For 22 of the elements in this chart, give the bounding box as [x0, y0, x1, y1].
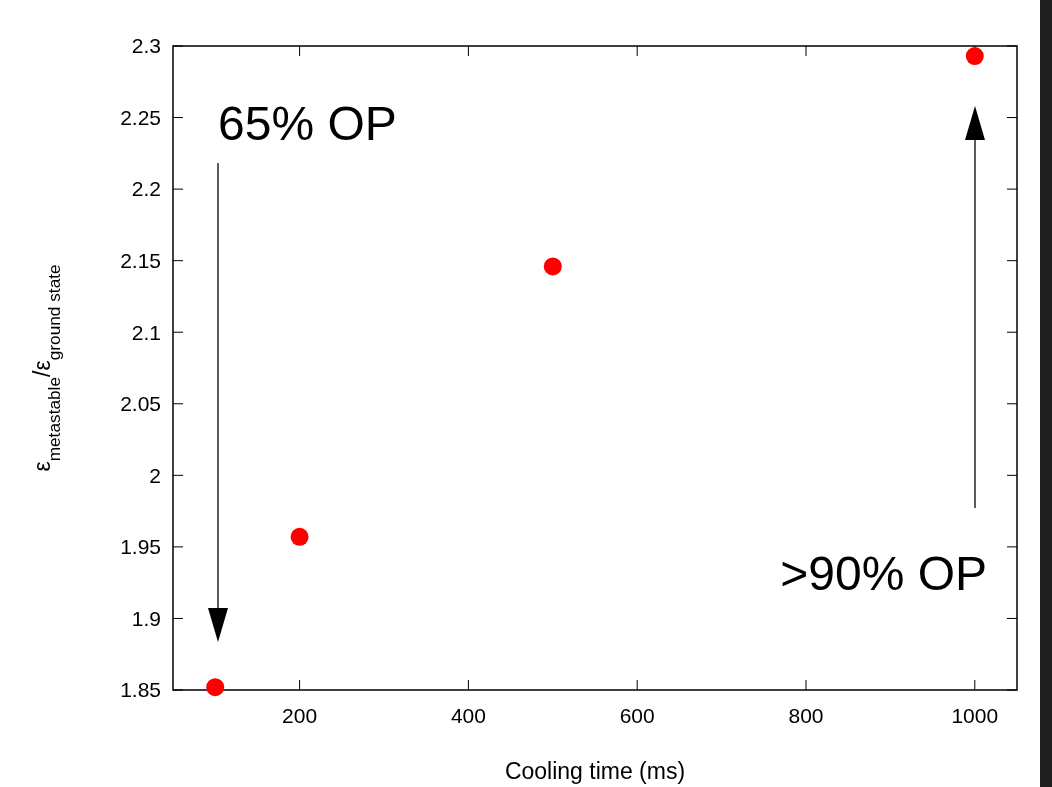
y-tick-label: 2 — [149, 463, 161, 487]
point — [965, 47, 984, 66]
x-tick-label: 1000 — [951, 704, 999, 727]
y-tick-label: 2.15 — [120, 249, 161, 273]
y-tick-label: 2.05 — [120, 392, 161, 416]
annotation: >90% OP — [780, 547, 987, 600]
point — [206, 678, 225, 697]
point — [290, 527, 309, 546]
x-tick-label: 200 — [282, 704, 318, 727]
y-tick-label: 2.1 — [131, 320, 161, 344]
x-tick-label: 600 — [619, 704, 655, 727]
y-tick-label: 1.9 — [131, 606, 161, 630]
point — [543, 257, 562, 276]
y-tick-label: 1.95 — [120, 535, 161, 559]
y-tick-label: 2.25 — [120, 105, 161, 129]
x-tick-label: 800 — [788, 704, 824, 727]
x-tick-label: 400 — [450, 704, 486, 727]
y-tick-label: 2.3 — [131, 34, 161, 58]
x-axis-title: Cooling time (ms) — [504, 758, 686, 784]
y-tick-label: 2.2 — [131, 177, 161, 201]
y-tick-label: 1.85 — [120, 678, 161, 702]
annotation: 65% OP — [218, 97, 397, 150]
